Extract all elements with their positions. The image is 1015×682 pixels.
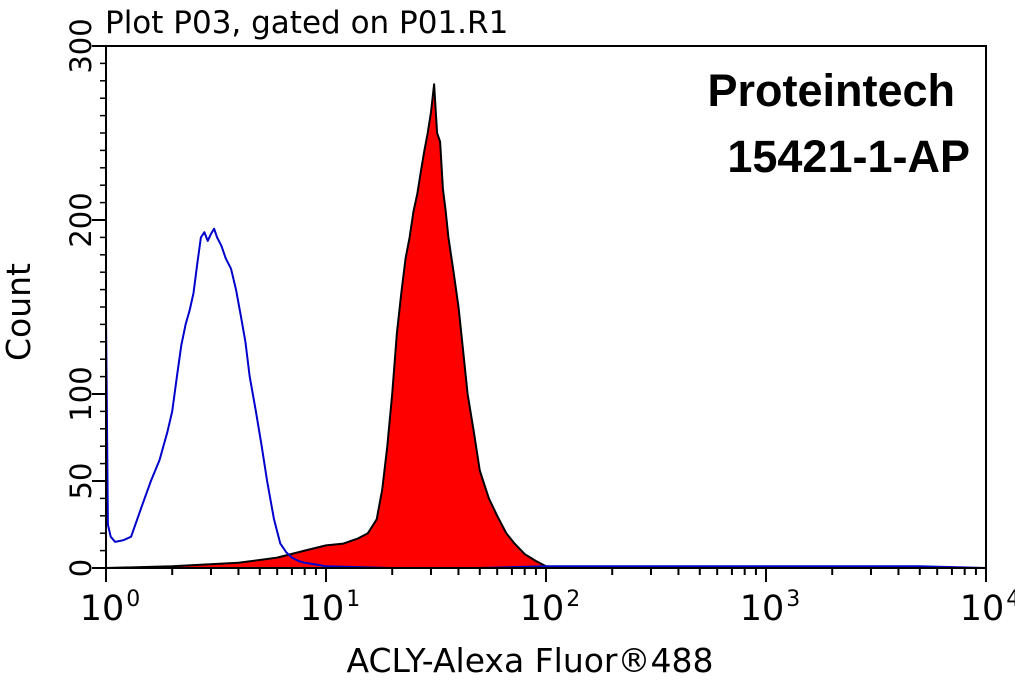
y-axis-title: Count	[0, 263, 38, 361]
x-tick-label: 100	[80, 587, 141, 629]
x-tick-label: 104	[960, 587, 1015, 629]
y-tick-label: 0	[64, 559, 98, 577]
plot-frame	[105, 45, 987, 569]
x-tick-label: 103	[740, 587, 801, 629]
stained-sample-histogram	[105, 83, 573, 569]
x-tick-label: 101	[300, 587, 361, 629]
x-tick-label: 102	[520, 587, 581, 629]
y-tick-label: 200	[64, 192, 98, 247]
y-tick-label: 300	[64, 18, 98, 73]
control-histogram-line	[105, 227, 987, 569]
plot-title: Plot P03, gated on P01.R1	[105, 5, 508, 41]
y-tick-label: 100	[64, 366, 98, 421]
axis-layer: 100 101 102 103 104 0 50 100 200 300	[64, 18, 1015, 629]
catalog-number-label: 15421-1-AP	[727, 131, 970, 182]
brand-label: Proteintech	[707, 65, 955, 116]
x-axis-title: ACLY-Alexa Fluor®488	[347, 641, 714, 680]
y-tick-label: 50	[64, 463, 98, 500]
